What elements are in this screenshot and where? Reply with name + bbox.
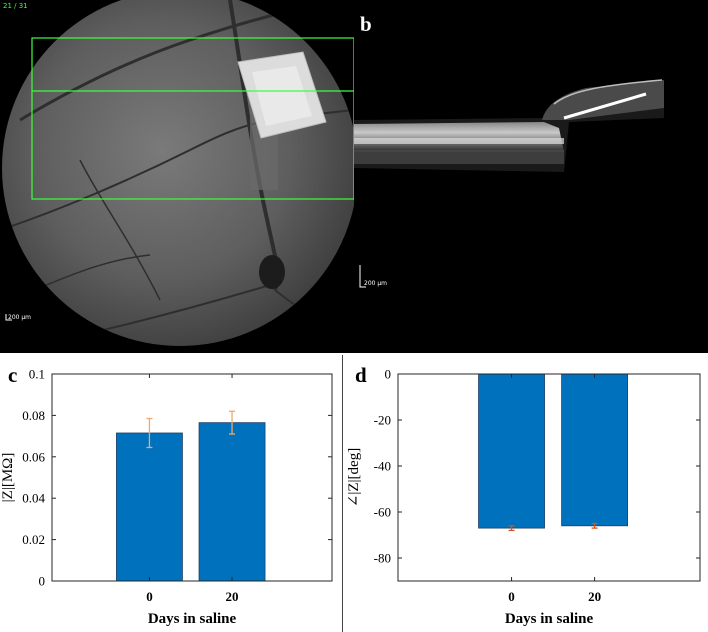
- error-bar-c-0: [146, 417, 153, 449]
- bar-c-0: [116, 432, 183, 582]
- y-tick-label-c: 0.04: [22, 491, 45, 506]
- bar-c-20: [198, 422, 266, 582]
- y-tick-label-d: -80: [374, 551, 391, 566]
- error-bar-d-0: [508, 525, 515, 532]
- panel-divider: [342, 355, 343, 632]
- scale-bar-b: [359, 265, 366, 288]
- fundus-image: [0, 0, 354, 353]
- panel-label-a: a: [10, 12, 21, 36]
- x-tick-label-d: 20: [588, 589, 601, 604]
- panel-label-b: b: [360, 12, 372, 36]
- axes-frame-c: [51, 373, 333, 582]
- frame-counter: 21 / 31: [3, 2, 28, 10]
- fundus-image-panel: 21 / 31 a 200 µm: [0, 0, 354, 353]
- error-bar-c-20: [229, 410, 236, 435]
- scale-label-a: 200 µm: [8, 314, 32, 321]
- y-tick-label-d: -20: [374, 413, 391, 428]
- scale-label-b: 200 µm: [364, 280, 388, 287]
- y-tick-label-d: -40: [374, 459, 391, 474]
- y-tick-label-c: 0.1: [29, 367, 45, 382]
- x-tick-label-d: 0: [508, 589, 515, 604]
- panel-label-d: d: [355, 363, 367, 387]
- oct-image-panel: b 200 µm: [354, 0, 708, 353]
- y-tick-label-c: 0.08: [22, 408, 45, 423]
- bar-d-20: [561, 373, 629, 527]
- x-axis-label-d: Days in saline: [505, 611, 594, 627]
- y-tick-label-c: 0.02: [22, 532, 45, 547]
- axes-frame-d: [397, 373, 701, 582]
- y-tick-label-c: 0: [39, 574, 46, 589]
- scale-bar-a: [5, 314, 12, 321]
- y-axis-label-c: |Z|[MΩ]: [0, 453, 16, 503]
- y-tick-label-c: 0.06: [22, 449, 45, 464]
- impedance-phase-chart: d 0 -20 -40 -60 -80 0 20 Days in saline ∠|Z|[…: [346, 363, 701, 627]
- implant-device: [237, 51, 327, 190]
- y-tick-label-d: -60: [374, 505, 391, 520]
- scan-region-box: [31, 37, 354, 200]
- x-tick-label-c: 0: [146, 589, 153, 604]
- impedance-magnitude-chart: c 0 0.02 0.04 0.06 0.08 0.1 0 20 Days in salin…: [0, 363, 333, 627]
- x-tick-label-c: 20: [226, 589, 239, 604]
- error-bar-d-20: [591, 522, 598, 529]
- y-tick-label-d: 0: [385, 367, 392, 382]
- y-axis-label-d: ∠|Z|[deg]: [346, 448, 362, 507]
- implant-cross-section: [542, 79, 664, 120]
- optic-disc: [259, 255, 285, 289]
- x-axis-label-c: Days in saline: [148, 611, 237, 627]
- bar-d-0: [478, 373, 545, 529]
- panel-label-c: c: [8, 363, 17, 387]
- oct-image: [354, 0, 708, 353]
